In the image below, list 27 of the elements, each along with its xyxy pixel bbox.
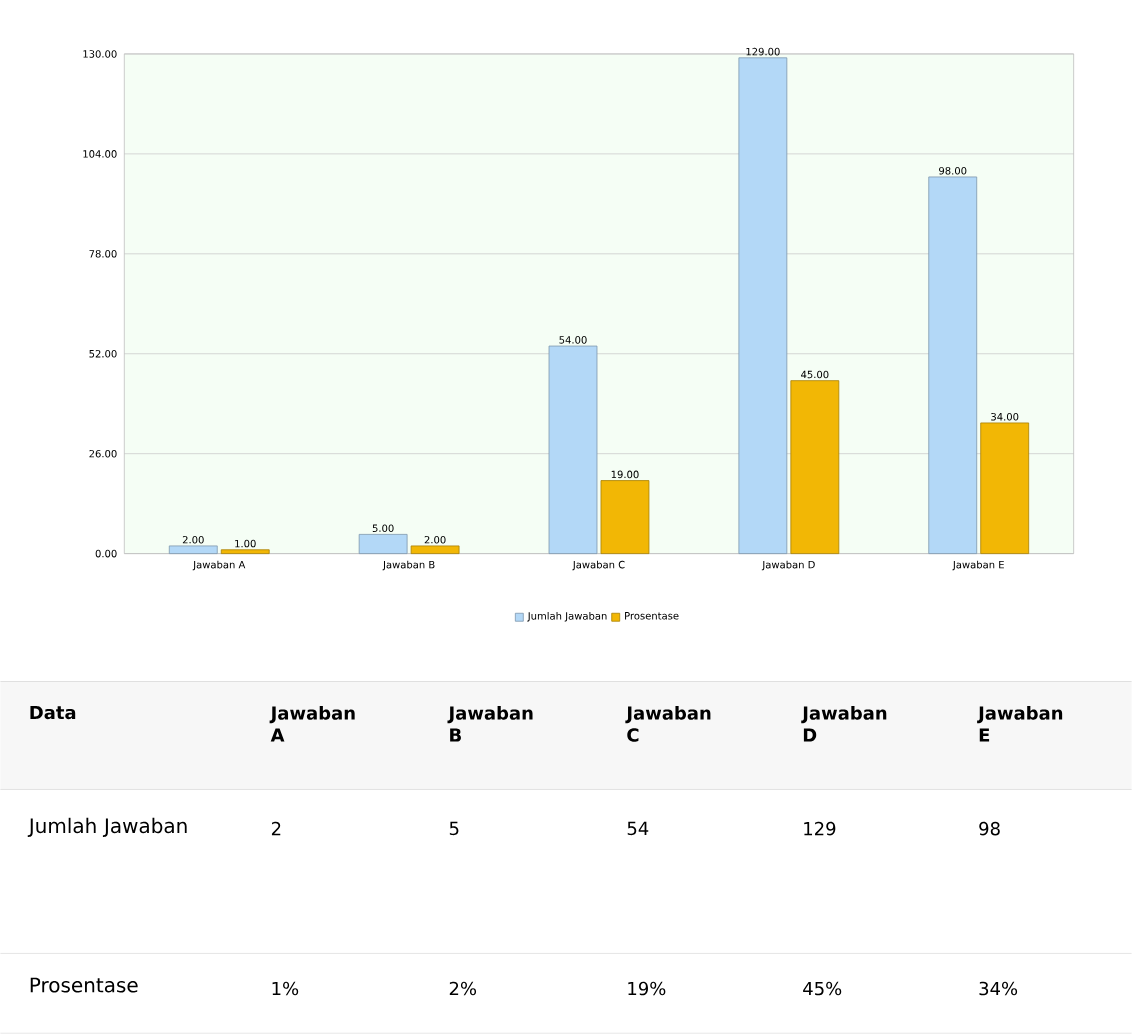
data-label: 1%	[272, 981, 299, 996]
text: Jumlah Jawaban	[27, 817, 187, 838]
bar	[738, 57, 788, 555]
category-label: Jawaban E	[977, 706, 1063, 742]
category-label: Jawaban A	[269, 706, 355, 742]
data-label: 45%	[803, 981, 842, 996]
bar	[980, 422, 1030, 555]
bar	[410, 545, 460, 555]
bar	[790, 380, 840, 555]
data-label: 34%	[979, 981, 1018, 996]
text: Data	[30, 706, 76, 720]
bar	[168, 545, 218, 555]
category-label: Jawaban B	[447, 706, 533, 742]
category-label: Jawaban D	[801, 706, 887, 742]
category-label: Jawaban C	[625, 706, 711, 742]
data-label: 19%	[628, 981, 666, 996]
data-label: 54	[627, 821, 649, 836]
bar	[358, 534, 408, 555]
data-label: 129	[804, 821, 836, 836]
bar	[548, 345, 598, 555]
data-label: 2%	[449, 981, 477, 996]
bar	[928, 176, 978, 555]
data-label: 5	[449, 821, 459, 836]
text: Prosentase	[30, 977, 138, 993]
bar	[600, 480, 650, 555]
data-label: 98	[979, 821, 1000, 836]
data-label: 2	[271, 821, 281, 836]
